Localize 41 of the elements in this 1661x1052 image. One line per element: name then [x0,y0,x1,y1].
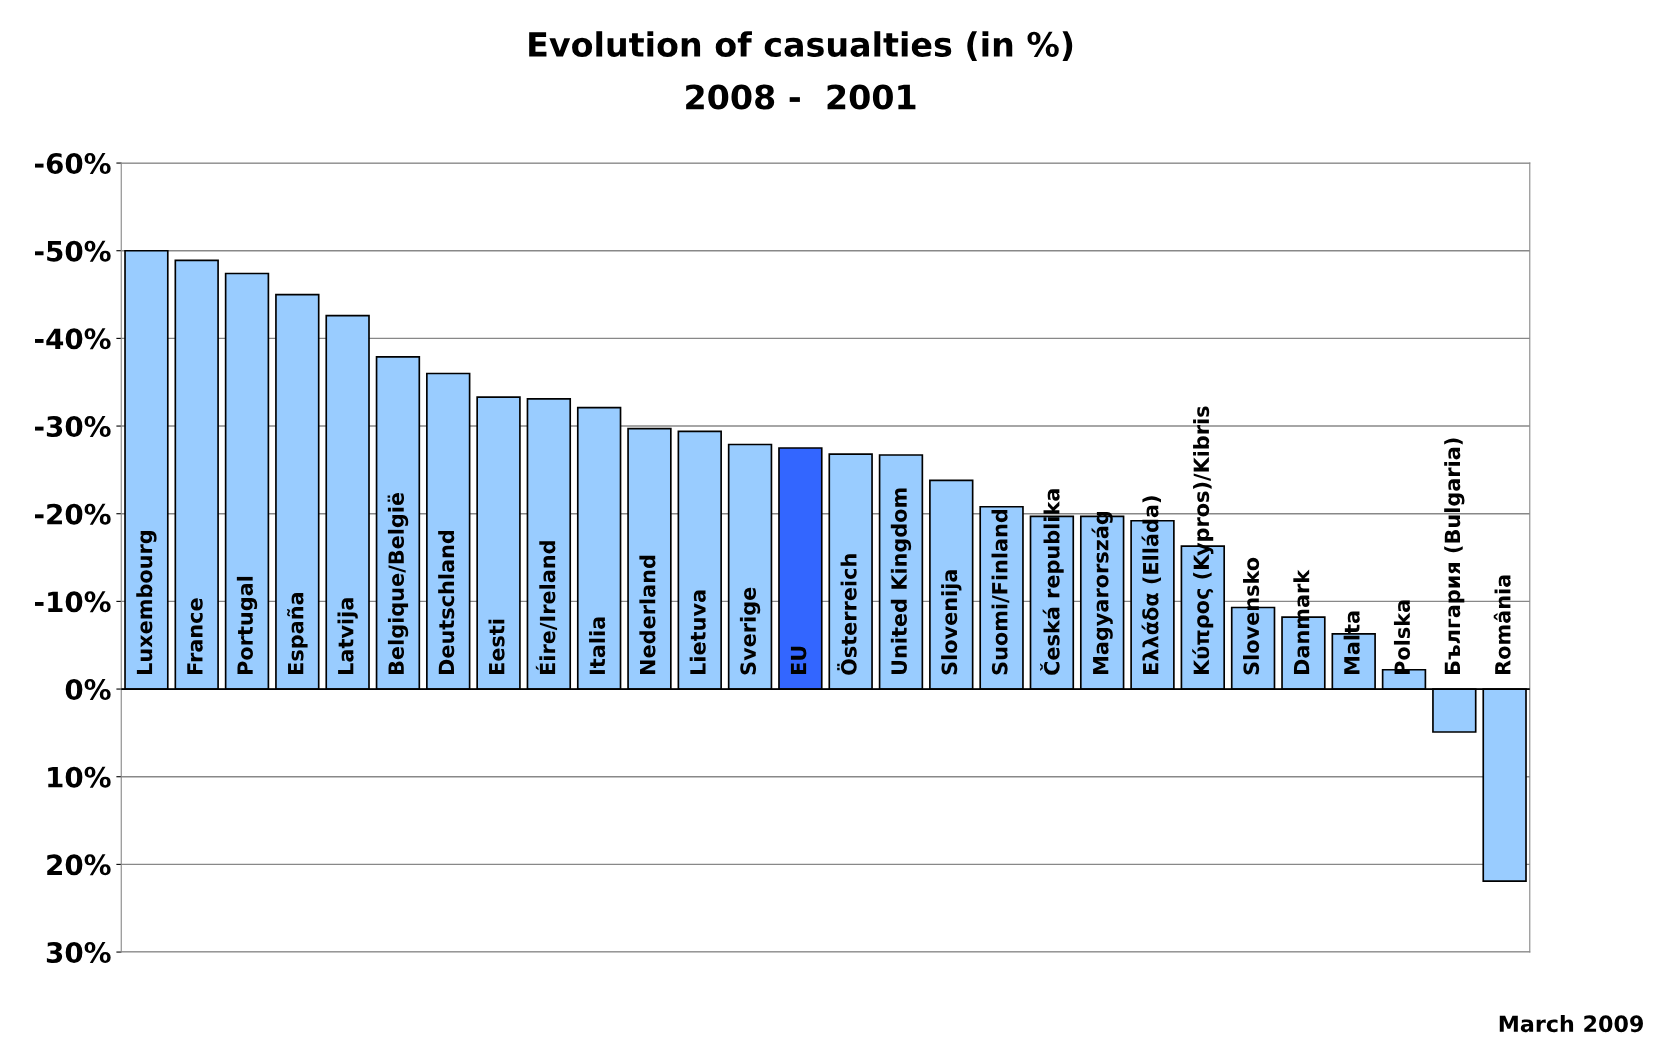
x-tick-label: Slovensko [1243,557,1260,675]
x-tick-label: Κύπρος (Kypros)/Kibris [1192,406,1214,674]
x-tick-label: Magyarország [1091,511,1113,674]
chart-title: Evolution of casualties (in %) [529,31,1073,61]
x-tick-label: Malta [1343,611,1360,674]
x-tick-label: Éire/Ireland [535,541,558,674]
x-tick-label: Nederland [639,555,656,674]
y-tick-label: 10% [48,766,111,788]
x-tick-label: Deutschland [438,530,455,674]
y-tick-label: -30% [35,416,111,438]
x-tick-label: Sverige [739,587,761,675]
x-tick-label: España [287,593,308,674]
y-tick-label: 30% [46,942,111,964]
x-tick-label: Slovenija [941,570,962,675]
y-tick-label: -60% [35,153,111,175]
y-tick-label: -20% [35,503,111,525]
x-tick-label: Österreich [837,554,857,675]
x-tick-label: Latvija [337,598,358,674]
x-tick-label: Italia [589,617,606,674]
x-tick-label: EU [790,646,807,674]
x-tick-label: България (Bulgaria) [1444,438,1465,674]
y-tick-label: 20% [47,854,111,876]
x-tick-label: Ελλάδα (Elláda) [1141,496,1161,674]
x-tick-label: Portugal [236,576,258,674]
x-tick-label: France [187,598,203,674]
x-tick-label: Česká republika [1040,489,1064,675]
y-tick-label: -50% [35,240,111,262]
x-tick-label: Luxembourg [136,531,157,674]
y-tick-label: 0% [65,679,111,701]
x-tick-label: Lietuva [689,590,706,674]
chart-subtitle: 2008 - 2001 [686,84,916,110]
x-tick-label: Eesti [488,619,505,674]
x-tick-label: Suomi/Finland [991,509,1010,675]
y-tick-label: -40% [35,328,111,350]
text: March 2009 [1499,1014,1643,1033]
x-tick-label: United Kingdom [890,488,912,674]
y-tick-label: -10% [35,591,111,613]
x-tick-label: România [1493,575,1511,674]
x-tick-label: Polska [1393,600,1411,674]
x-tick-label: Danmark [1293,569,1310,674]
x-tick-label: Belgique/België [387,492,409,674]
